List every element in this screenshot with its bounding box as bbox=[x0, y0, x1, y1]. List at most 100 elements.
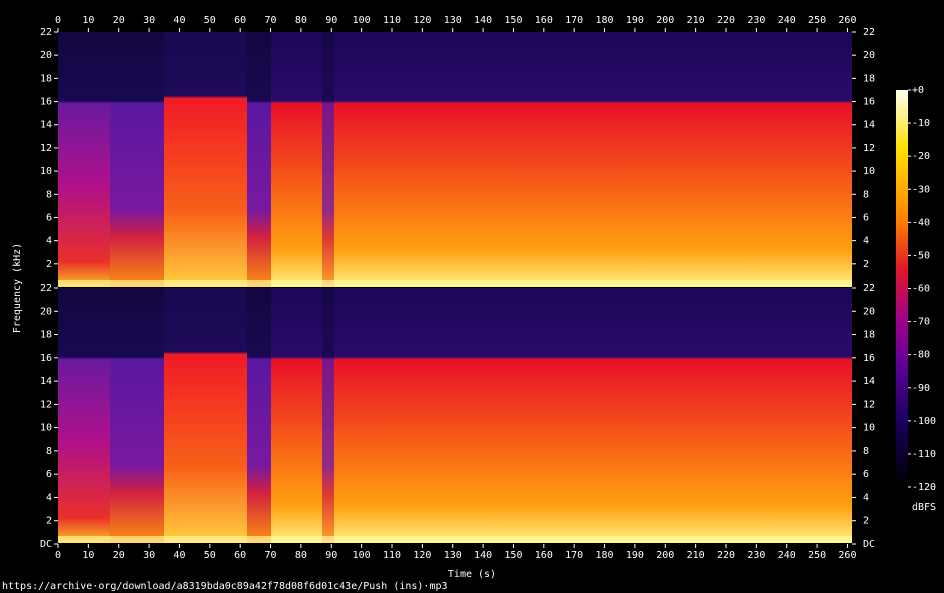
x-tick-label-top: 170 bbox=[565, 15, 583, 26]
y-tick-label-right: 6 bbox=[863, 469, 869, 480]
source-url: https://archive·org/download/a8319bda0c8… bbox=[2, 581, 448, 592]
y-tick-label-left: 16 bbox=[40, 353, 52, 364]
x-tick-label-bottom: 150 bbox=[504, 550, 522, 561]
x-tick-label-top: 180 bbox=[596, 15, 614, 26]
y-tick-label-right: 8 bbox=[863, 446, 869, 457]
y-tick-label-left: 6 bbox=[46, 212, 52, 223]
x-tick-label-top: 80 bbox=[295, 15, 307, 26]
x-tick-label-top: 20 bbox=[113, 15, 125, 26]
colorbar-tick-label: -90 bbox=[912, 383, 930, 394]
y-tick-label-left: 12 bbox=[40, 143, 52, 154]
y-tick-label-left: 20 bbox=[40, 306, 52, 317]
y-tick-label-left: 2 bbox=[46, 516, 52, 527]
x-tick-label-top: 150 bbox=[504, 15, 522, 26]
x-tick-label-bottom: 50 bbox=[204, 550, 216, 561]
colorbar-tick-label: -10 bbox=[912, 118, 930, 129]
y-tick-label-left: 8 bbox=[46, 189, 52, 200]
x-tick-label-bottom: 260 bbox=[838, 550, 856, 561]
x-tick-label-top: 190 bbox=[626, 15, 644, 26]
y-tick-label-left: 16 bbox=[40, 97, 52, 108]
x-tick-label-top: 260 bbox=[838, 15, 856, 26]
colorbar-tick-label: -60 bbox=[912, 284, 930, 295]
y-tick-label-left: 8 bbox=[46, 446, 52, 457]
x-tick-label-top: 200 bbox=[656, 15, 674, 26]
x-tick-label-bottom: 110 bbox=[383, 550, 401, 561]
y-axis-label: Frequency (kHz) bbox=[12, 243, 23, 333]
colorbar-tick-label: -80 bbox=[912, 350, 930, 361]
colorbar-tick-label: -20 bbox=[912, 151, 930, 162]
y-tick-label-right: 20 bbox=[863, 50, 875, 61]
y-tick-label-right: 20 bbox=[863, 306, 875, 317]
x-tick-label-bottom: 40 bbox=[173, 550, 185, 561]
y-tick-label-right: 22 bbox=[863, 27, 875, 38]
y-tick-label-right: 10 bbox=[863, 423, 875, 434]
y-tick-label-right: 12 bbox=[863, 399, 875, 410]
y-tick-label-left: 14 bbox=[40, 376, 52, 387]
x-tick-label-top: 120 bbox=[413, 15, 431, 26]
x-tick-label-top: 230 bbox=[747, 15, 765, 26]
y-tick-label-right: 8 bbox=[863, 189, 869, 200]
x-tick-label-bottom: 200 bbox=[656, 550, 674, 561]
x-tick-label-top: 130 bbox=[444, 15, 462, 26]
x-tick-label-bottom: 20 bbox=[113, 550, 125, 561]
y-tick-label-left: 14 bbox=[40, 120, 52, 131]
x-tick-label-bottom: 120 bbox=[413, 550, 431, 561]
y-tick-label-right: 12 bbox=[863, 143, 875, 154]
x-tick-label-bottom: 100 bbox=[353, 550, 371, 561]
colorbar-tick-label: -110 bbox=[912, 449, 936, 460]
x-tick-label-top: 250 bbox=[808, 15, 826, 26]
y-tick-label-right: 6 bbox=[863, 212, 869, 223]
x-tick-label-bottom: 130 bbox=[444, 550, 462, 561]
colorbar-tick-label: -70 bbox=[912, 317, 930, 328]
x-tick-label-top: 160 bbox=[535, 15, 553, 26]
x-axis-label: Time (s) bbox=[448, 569, 496, 580]
x-tick-label-top: 50 bbox=[204, 15, 216, 26]
y-tick-label-right: 18 bbox=[863, 330, 875, 341]
colorbar-tick-label: -50 bbox=[912, 250, 930, 261]
y-tick-label-left: 10 bbox=[40, 423, 52, 434]
y-tick-label-left: 6 bbox=[46, 469, 52, 480]
spectrogram-left bbox=[58, 32, 852, 287]
x-tick-label-bottom: 80 bbox=[295, 550, 307, 561]
y-tick-label-left: 10 bbox=[40, 166, 52, 177]
x-tick-label-bottom: 220 bbox=[717, 550, 735, 561]
y-tick-label-left: 4 bbox=[46, 492, 52, 503]
colorbar-tick-label: -100 bbox=[912, 416, 936, 427]
colorbar-tick-label: +0 bbox=[912, 85, 924, 96]
x-tick-label-top: 0 bbox=[55, 15, 61, 26]
x-tick-label-top: 240 bbox=[778, 15, 796, 26]
y-tick-label-right: 2 bbox=[863, 259, 869, 270]
y-tick-label-left: 18 bbox=[40, 330, 52, 341]
colorbar-label: dBFS bbox=[912, 502, 936, 513]
x-tick-label-bottom: 70 bbox=[265, 550, 277, 561]
x-tick-label-top: 30 bbox=[143, 15, 155, 26]
x-tick-label-top: 140 bbox=[474, 15, 492, 26]
y-tick-label-right: 22 bbox=[863, 283, 875, 294]
y-tick-label-left: 18 bbox=[40, 73, 52, 84]
x-tick-label-bottom: 170 bbox=[565, 550, 583, 561]
y-tick-label-right: 2 bbox=[863, 516, 869, 527]
y-tick-label-left: 2 bbox=[46, 259, 52, 270]
y-tick-label-right: 4 bbox=[863, 236, 869, 247]
y-tick-label-left: 22 bbox=[40, 283, 52, 294]
x-tick-label-bottom: 250 bbox=[808, 550, 826, 561]
colorbar bbox=[896, 90, 908, 487]
y-tick-label-left: 4 bbox=[46, 236, 52, 247]
x-tick-label-top: 210 bbox=[687, 15, 705, 26]
x-tick-label-bottom: 30 bbox=[143, 550, 155, 561]
x-tick-label-bottom: 10 bbox=[82, 550, 94, 561]
x-tick-label-top: 90 bbox=[325, 15, 337, 26]
y-tick-label-right: 14 bbox=[863, 120, 875, 131]
y-tick-label-left: 20 bbox=[40, 50, 52, 61]
colorbar-tick-label: -30 bbox=[912, 184, 930, 195]
y-tick-label-right: 16 bbox=[863, 353, 875, 364]
x-tick-label-bottom: 180 bbox=[596, 550, 614, 561]
x-tick-label-bottom: 210 bbox=[687, 550, 705, 561]
y-tick-label-right: 18 bbox=[863, 73, 875, 84]
x-tick-label-bottom: 240 bbox=[778, 550, 796, 561]
x-tick-label-bottom: 140 bbox=[474, 550, 492, 561]
x-tick-label-bottom: 230 bbox=[747, 550, 765, 561]
x-tick-label-bottom: 0 bbox=[55, 550, 61, 561]
y-tick-label-left: 12 bbox=[40, 399, 52, 410]
